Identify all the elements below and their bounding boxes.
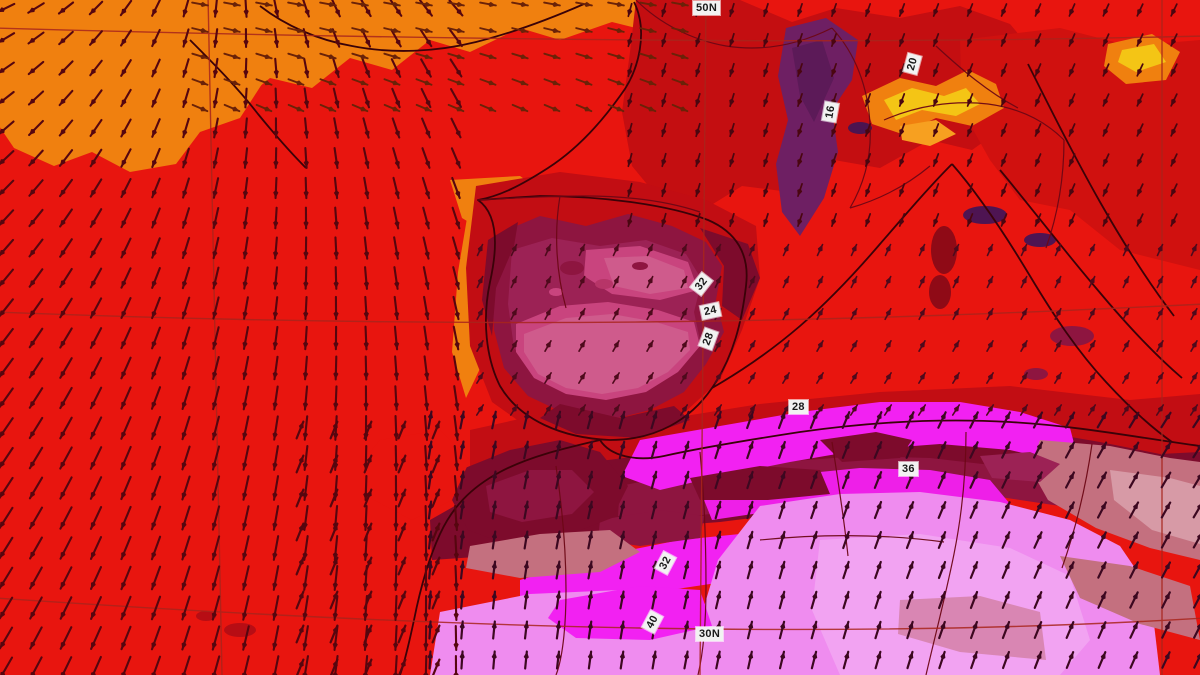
- map-label-iso-28-algeria: 28: [789, 400, 808, 414]
- map-label-lat-50n: 50N: [693, 1, 721, 15]
- map-label-iso-36-algeria: 36: [899, 462, 918, 476]
- map-label-lat-30n: 30N: [696, 627, 724, 641]
- coastline-layer: [189, 1, 1200, 675]
- region-islands: [196, 226, 1094, 637]
- region-atlantic-red: [360, 430, 470, 520]
- region-purple-band-france: [776, 18, 858, 236]
- region-iberia-rim: [482, 222, 760, 438]
- region-alpine-cool: [862, 34, 1180, 146]
- region-iberia: [492, 214, 724, 420]
